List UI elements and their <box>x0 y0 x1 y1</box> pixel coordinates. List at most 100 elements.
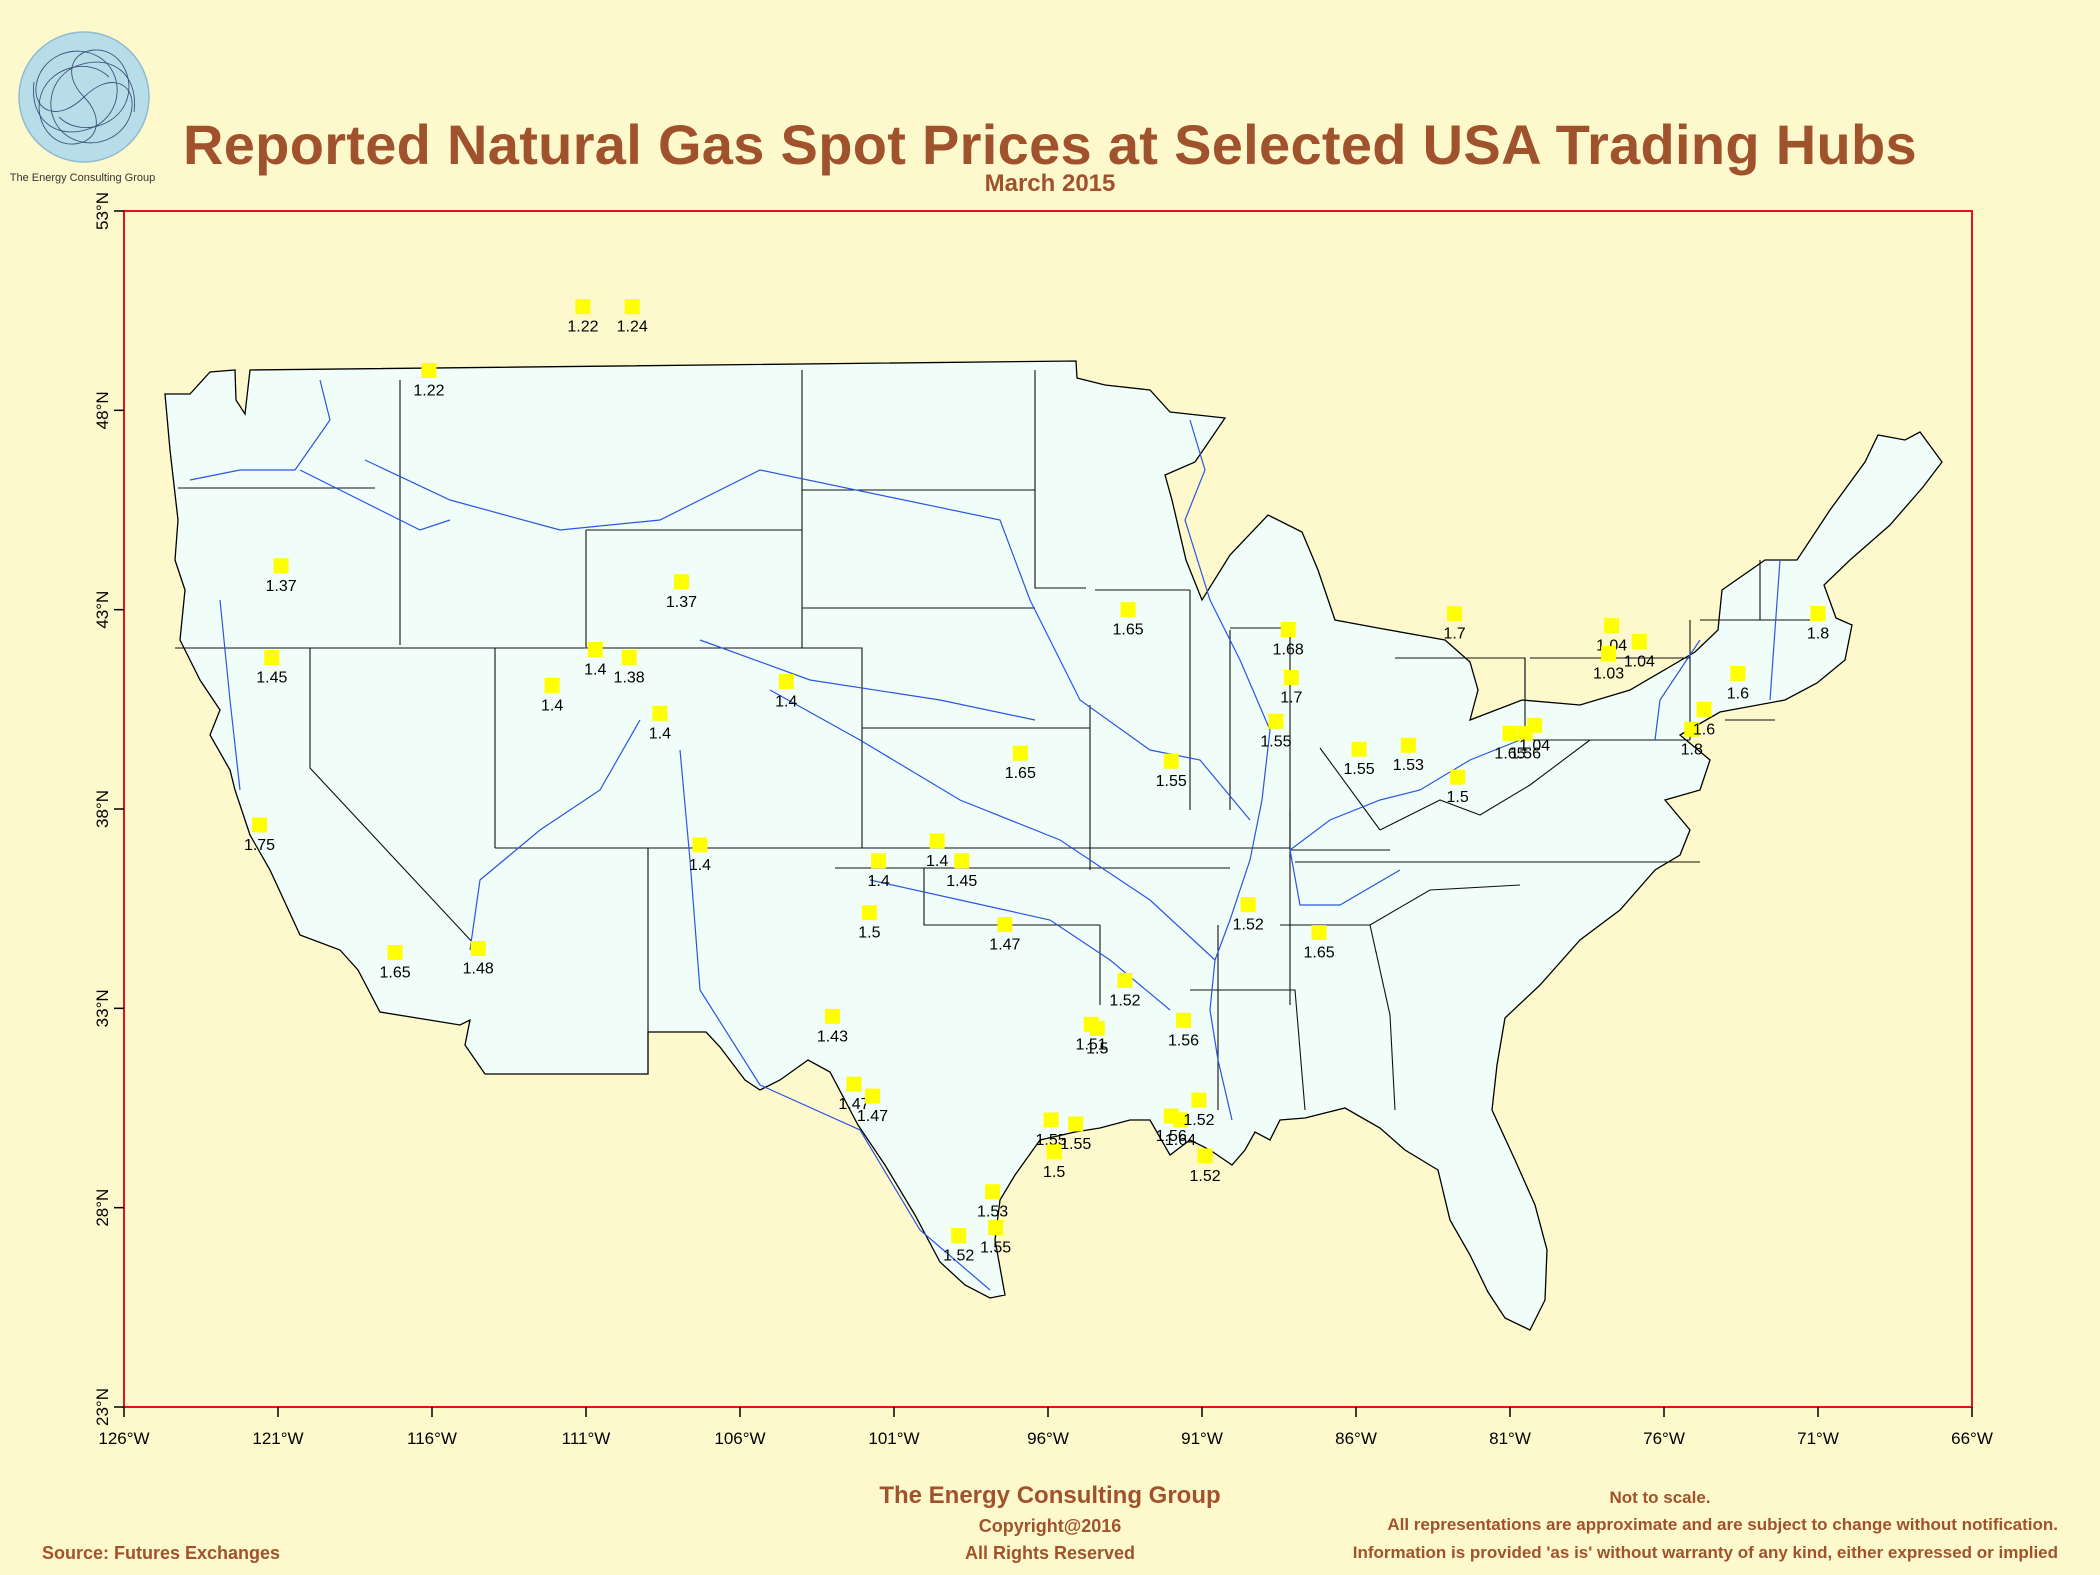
hub-marker <box>871 853 887 869</box>
hub-price-label: 1.52 <box>1183 1112 1214 1129</box>
river-mississippi <box>1184 419 1271 1121</box>
lon-tick-label: 81°W <box>1489 1429 1531 1448</box>
river-ohio <box>1289 739 1521 851</box>
lon-tick-label: 126°W <box>98 1429 149 1448</box>
usa-landmass <box>164 360 1943 1331</box>
state-line <box>1369 884 1521 926</box>
state-boundaries <box>175 370 1810 1111</box>
hub-price-label: 1.56 <box>1168 1032 1199 1049</box>
hub-price-label: 1.47 <box>989 937 1020 954</box>
logo-caption: The Energy Consulting Group <box>9 172 156 184</box>
trading-hubs: 1.22 1.24 1.22 1.37 1.37 1.45 1.4 1.38 1.4 1.4 1.4… <box>244 299 1829 1265</box>
hub-marker <box>387 945 403 961</box>
hub-price-label: 1.52 <box>1109 992 1140 1009</box>
hub-price-label: 1.5 <box>858 925 880 942</box>
hub-price-label: 1.8 <box>1807 626 1829 643</box>
hub-marker <box>673 574 689 590</box>
hub-marker <box>264 650 280 666</box>
river-sacramento <box>219 599 241 791</box>
hub-marker <box>1163 753 1179 769</box>
hub-marker <box>624 299 640 315</box>
hub-marker <box>1240 897 1256 913</box>
hub-marker <box>273 558 289 574</box>
hub-price-label: 1.52 <box>943 1248 974 1265</box>
hub-marker <box>470 941 486 957</box>
river-arkansas <box>769 689 1216 961</box>
footer-rights: All Rights Reserved <box>964 1543 1136 1563</box>
logo-spiral-arm <box>38 65 110 145</box>
hub-marker <box>1068 1116 1084 1132</box>
hub-price-label: 1.4 <box>689 857 711 874</box>
lon-tick-label: 76°W <box>1643 1429 1685 1448</box>
state-line <box>923 868 1100 926</box>
hub-marker <box>997 917 1013 933</box>
hub-marker <box>1450 769 1466 785</box>
lon-tick-label: 66°W <box>1951 1429 1993 1448</box>
hub-price-label: 1.53 <box>977 1204 1008 1221</box>
hub-marker <box>1684 721 1700 737</box>
river-platte <box>699 639 1036 721</box>
hub-marker <box>652 705 668 721</box>
lon-tick-label: 86°W <box>1335 1429 1377 1448</box>
hub-marker <box>846 1076 862 1092</box>
state-line <box>1190 989 1306 1111</box>
hub-price-label: 1.45 <box>946 873 977 890</box>
lon-tick-label: 121°W <box>252 1429 303 1448</box>
hub-price-label: 1.24 <box>617 319 648 336</box>
state-line <box>801 370 862 649</box>
hub-marker <box>1089 1020 1105 1036</box>
hub-marker <box>985 1184 1001 1200</box>
state-line <box>585 530 863 848</box>
hub-price-label: 1.6 <box>1727 685 1749 702</box>
lat-tick-label: 38°N <box>93 790 112 828</box>
lon-tick-label: 111°W <box>562 1429 611 1448</box>
hub-price-label: 1.47 <box>838 1096 869 1113</box>
hub-marker <box>1176 1012 1192 1028</box>
hub-marker <box>1120 602 1136 618</box>
hub-marker <box>1527 717 1543 733</box>
hub-price-label: 1.53 <box>1393 757 1424 774</box>
hub-marker <box>1197 1148 1213 1164</box>
river-colorado <box>469 719 641 951</box>
hub-price-label: 1.38 <box>614 670 645 687</box>
hub-price-label: 1.4 <box>584 662 606 679</box>
hub-marker <box>1810 606 1826 622</box>
hub-price-label: 1.68 <box>1273 642 1304 659</box>
hub-marker <box>778 673 794 689</box>
hub-marker <box>954 853 970 869</box>
hub-marker <box>988 1220 1004 1236</box>
hub-marker <box>1631 634 1647 650</box>
logo-spiral-arm <box>58 49 130 129</box>
hub-price-label: 1.65 <box>1113 622 1144 639</box>
hub-price-label: 1.45 <box>256 670 287 687</box>
state-line <box>1034 370 1086 589</box>
longitude-axis: 126°W 121°W 116°W 111°W 106°W 101°W 96°W 91°W 86… <box>98 1407 1993 1448</box>
hub-price-label: 1.52 <box>1190 1168 1221 1185</box>
hub-marker <box>861 905 877 921</box>
lon-tick-label: 71°W <box>1797 1429 1839 1448</box>
hub-price-label: 1.4 <box>775 693 797 710</box>
river-tennessee <box>1289 849 1401 906</box>
hub-price-label: 1.4 <box>541 697 563 714</box>
hub-marker <box>421 362 437 378</box>
state-line <box>1319 747 1381 831</box>
lat-tick-label: 43°N <box>93 591 112 629</box>
logo-spiral <box>33 49 135 145</box>
rivers <box>189 379 1781 1291</box>
hub-price-label: 1.56 <box>1510 745 1541 762</box>
footer-org-name: The Energy Consulting Group <box>879 1482 1221 1509</box>
lon-tick-label: 106°W <box>714 1429 765 1448</box>
page-title: Reported Natural Gas Spot Prices at Sele… <box>183 113 1917 176</box>
footer-disclaimer-warranty: Information is provided 'as is' without … <box>1352 1543 2058 1562</box>
hub-marker <box>1117 972 1133 988</box>
spiral-logo-icon <box>18 31 150 163</box>
state-line <box>1379 739 1591 831</box>
hub-marker <box>252 817 268 833</box>
hub-price-label: 1.04 <box>1519 737 1550 754</box>
hub-marker <box>575 299 591 315</box>
river-susquehanna <box>1654 639 1701 741</box>
lon-tick-label: 96°W <box>1027 1429 1069 1448</box>
lat-tick-label: 23°N <box>93 1388 112 1426</box>
page-subtitle: March 2015 <box>984 170 1116 197</box>
